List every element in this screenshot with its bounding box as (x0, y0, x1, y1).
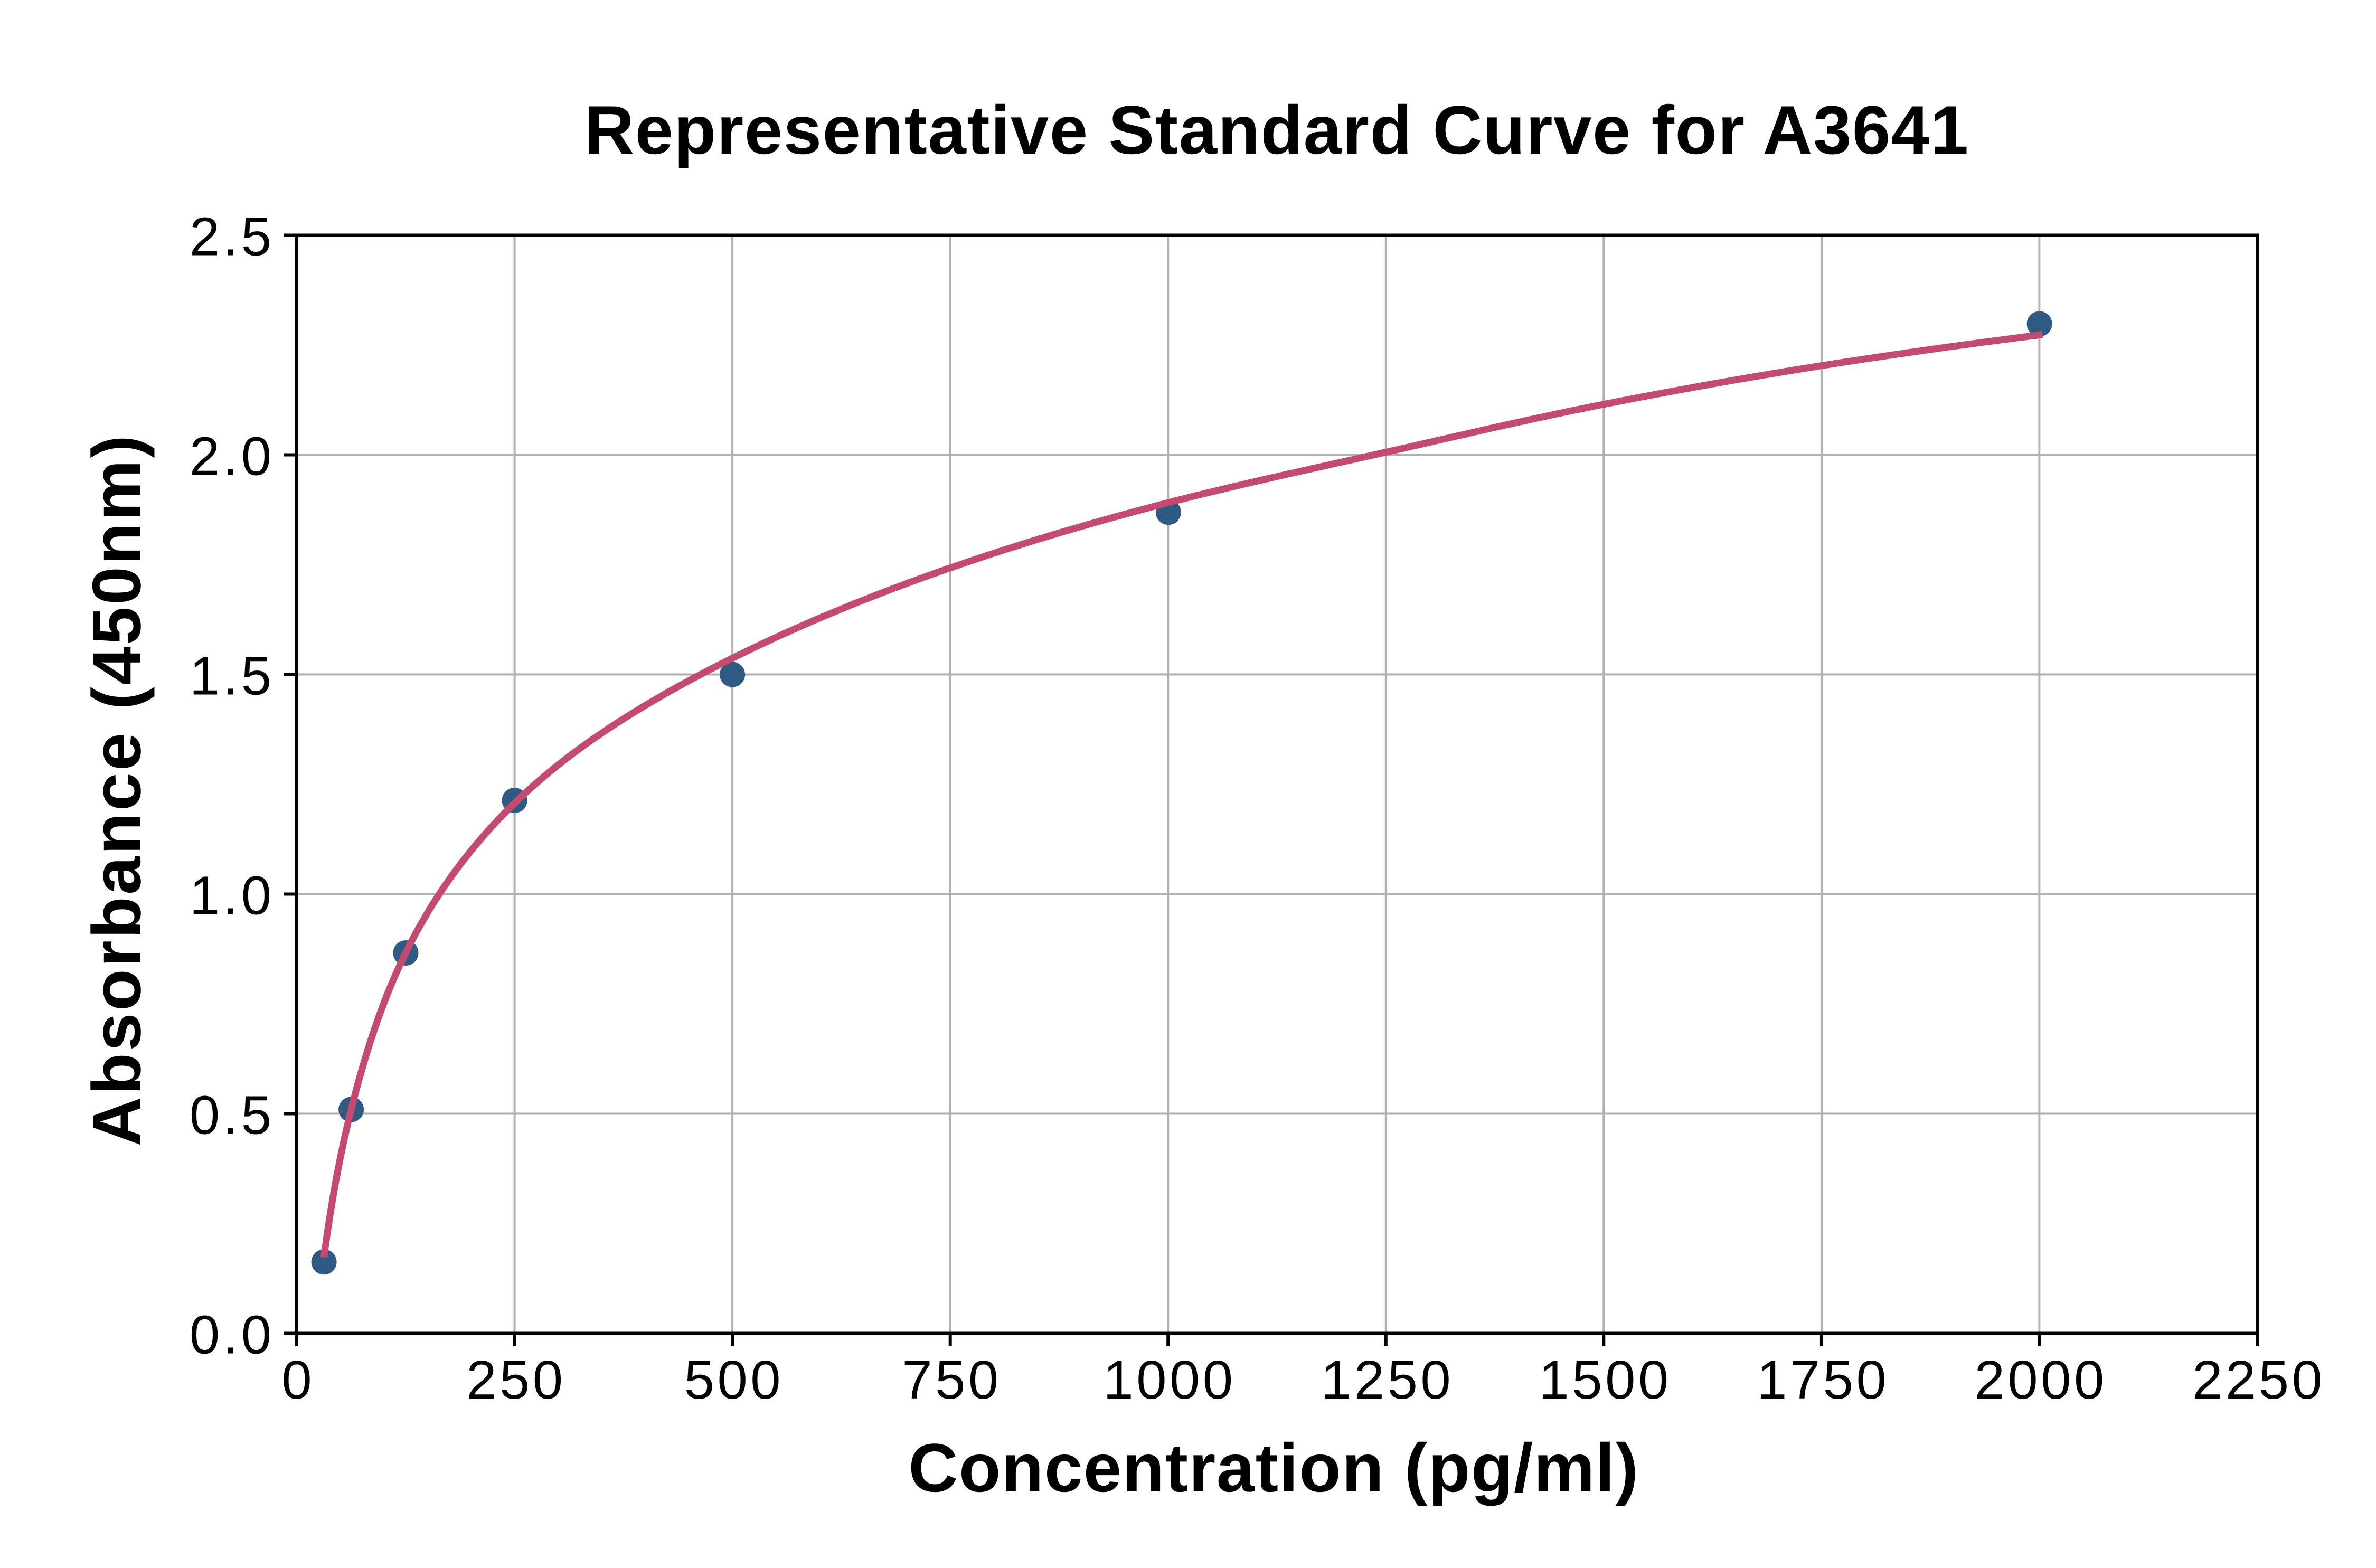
svg-text:Absorbance (450nm): Absorbance (450nm) (78, 433, 155, 1147)
svg-text:1250: 1250 (1321, 1349, 1454, 1410)
svg-text:1000: 1000 (1103, 1349, 1236, 1410)
svg-text:2.5: 2.5 (190, 206, 275, 267)
svg-text:250: 250 (466, 1349, 565, 1410)
svg-text:2250: 2250 (2192, 1349, 2325, 1410)
svg-text:0: 0 (281, 1349, 315, 1410)
svg-text:1.0: 1.0 (190, 865, 275, 926)
svg-text:2000: 2000 (1975, 1349, 2107, 1410)
svg-text:Concentration (pg/ml): Concentration (pg/ml) (908, 1429, 1639, 1506)
svg-text:1.5: 1.5 (190, 646, 275, 706)
svg-text:1500: 1500 (1539, 1349, 1672, 1410)
svg-text:2.0: 2.0 (190, 426, 275, 487)
svg-text:0.5: 0.5 (190, 1085, 275, 1146)
svg-text:500: 500 (684, 1349, 784, 1410)
svg-text:Representative Standard Curve: Representative Standard Curve for A3641 (584, 91, 1969, 168)
svg-text:0.0: 0.0 (190, 1305, 275, 1365)
svg-text:750: 750 (902, 1349, 1001, 1410)
svg-text:1750: 1750 (1757, 1349, 1889, 1410)
